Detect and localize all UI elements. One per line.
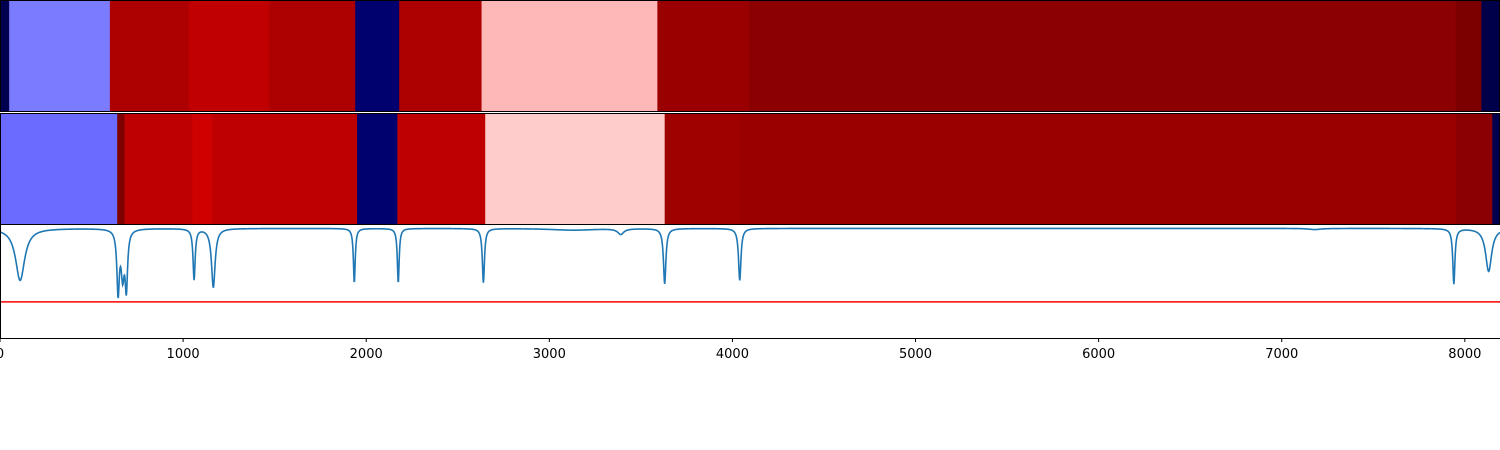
segment-7 xyxy=(399,0,483,112)
x-tick-label: 6000 xyxy=(1082,347,1115,362)
x-tick-label: 7000 xyxy=(1265,347,1298,362)
x-tick-label: 2000 xyxy=(350,347,383,362)
x-tick-label: 0 xyxy=(0,347,4,362)
novelty-line xyxy=(0,227,1500,299)
x-tick-label: 4000 xyxy=(716,347,749,362)
segment-3 xyxy=(124,113,193,225)
x-axis: 0 1000 2000 3000 4000 5000 6000 7000 8000 xyxy=(0,338,1500,362)
x-tick-label: 1000 xyxy=(167,347,200,362)
segment-10 xyxy=(739,113,1457,225)
segment-8 xyxy=(481,0,658,112)
segment-11 xyxy=(1455,0,1482,112)
segment-2 xyxy=(117,113,126,225)
x-tick-label: 5000 xyxy=(899,347,932,362)
segment-3 xyxy=(109,0,190,112)
segment-2 xyxy=(9,0,111,112)
segment-8 xyxy=(485,113,666,225)
segment-1 xyxy=(0,0,10,112)
segment-12 xyxy=(1481,0,1500,112)
novelty-panel xyxy=(0,225,1500,338)
x-tick-label: 8000 xyxy=(1448,347,1481,362)
segment-12 xyxy=(1492,113,1500,225)
segmentation-panel-1 xyxy=(0,0,1500,112)
segment-1 xyxy=(0,113,118,225)
segment-6 xyxy=(357,113,398,225)
segmentation-panel-2 xyxy=(0,113,1500,225)
segment-11 xyxy=(1455,113,1493,225)
segment-9 xyxy=(657,0,750,112)
segment-6 xyxy=(355,0,400,112)
segment-7 xyxy=(397,113,486,225)
segment-9 xyxy=(664,113,741,225)
segment-4 xyxy=(192,113,213,225)
segment-4 xyxy=(188,0,270,112)
x-tick-label: 3000 xyxy=(533,347,566,362)
segment-5 xyxy=(212,113,358,225)
segment-5 xyxy=(269,0,356,112)
segment-10 xyxy=(748,0,1457,112)
